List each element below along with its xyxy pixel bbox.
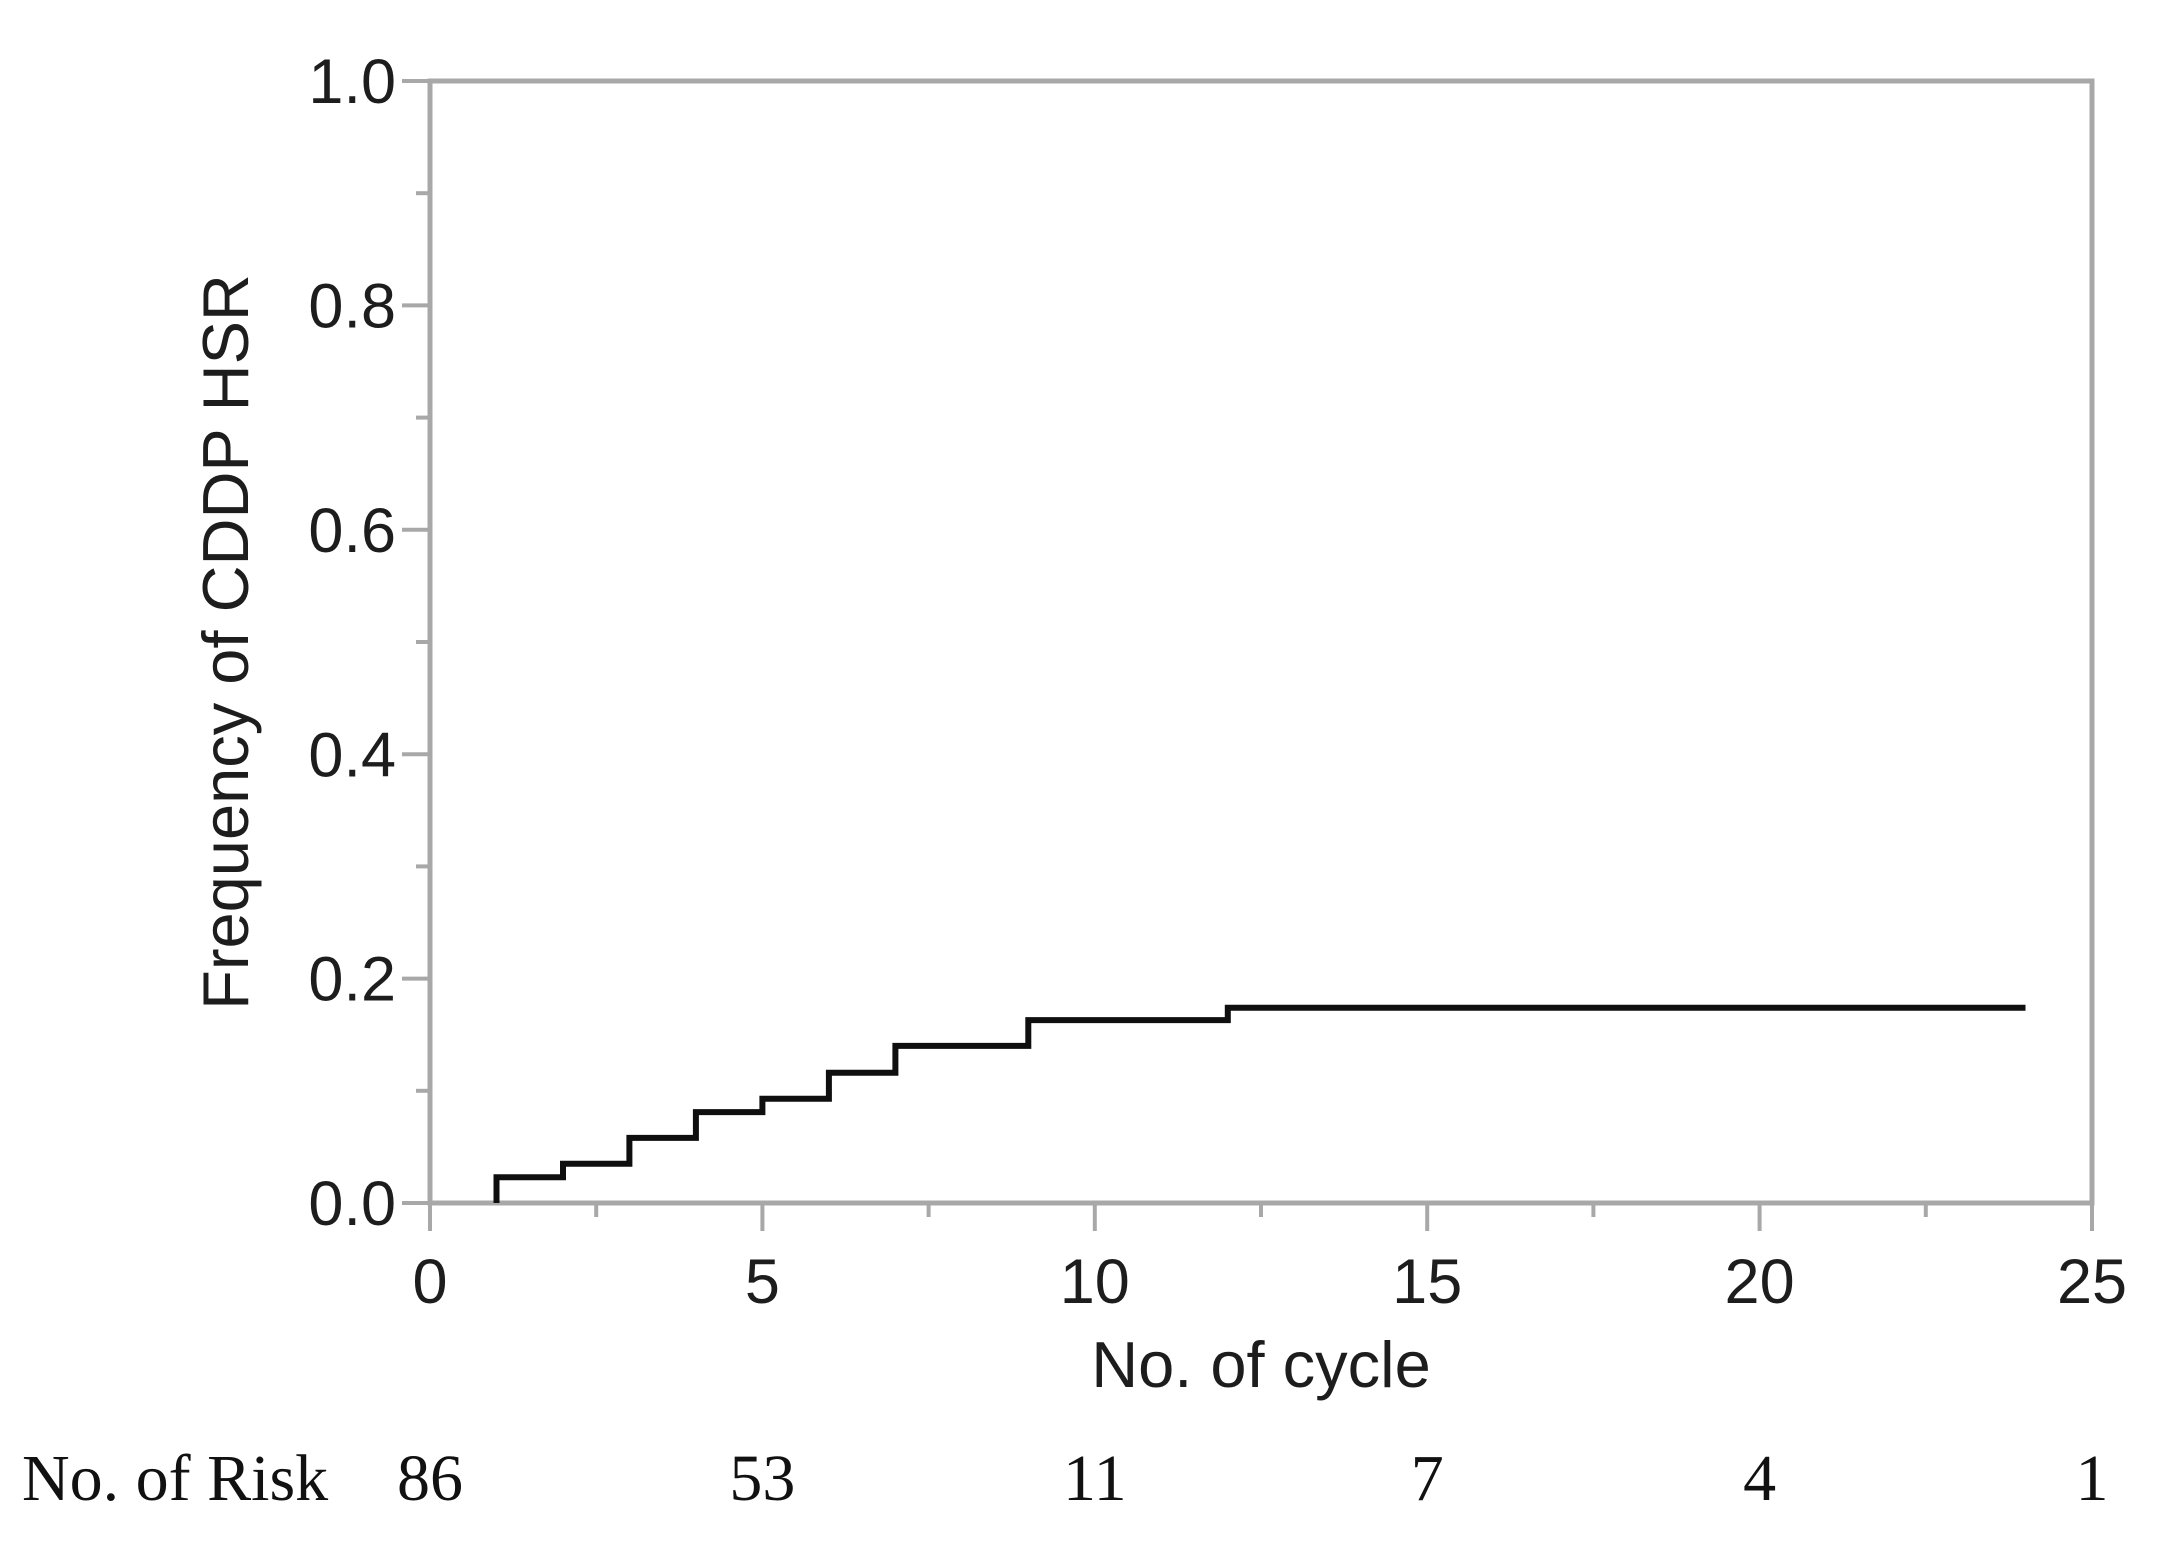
y-tick-label: 0.4 — [308, 720, 396, 790]
risk-count: 11 — [1063, 1442, 1127, 1515]
plot-frame — [427, 78, 2095, 1206]
risk-table-label: No. of Risk — [22, 1442, 328, 1515]
x-tick-label: 25 — [2057, 1247, 2127, 1317]
x-tick-label: 0 — [412, 1247, 447, 1317]
risk-count: 1 — [2076, 1442, 2109, 1515]
plot-border — [427, 78, 2095, 1206]
x-tick-label: 15 — [1392, 1247, 1462, 1317]
tick-labels: 0 5 10 15 20 25 0.0 0.2 0.4 0.6 0.8 1.0 — [308, 47, 2127, 1317]
y-tick-label: 1.0 — [308, 47, 396, 117]
y-tick-label: 0.2 — [308, 945, 396, 1015]
risk-count: 7 — [1411, 1442, 1444, 1515]
x-axis-title: No. of cycle — [1091, 1328, 1431, 1401]
risk-count: 53 — [729, 1442, 795, 1515]
risk-table-row: No. of Risk 86 53 11 7 4 1 — [22, 1442, 2109, 1515]
y-tick-label: 0.0 — [308, 1169, 396, 1239]
x-tick-label: 10 — [1060, 1247, 1130, 1317]
axis-ticks — [402, 79, 2094, 1231]
y-tick-label: 0.8 — [308, 271, 396, 341]
y-axis-title: Frequency of CDDP HSR — [189, 274, 262, 1010]
step-line-series — [493, 1004, 2026, 1203]
risk-count: 4 — [1743, 1442, 1776, 1515]
x-tick-label: 5 — [745, 1247, 780, 1317]
risk-count: 86 — [397, 1442, 463, 1515]
x-tick-label: 20 — [1725, 1247, 1795, 1317]
y-tick-label: 0.6 — [308, 496, 396, 566]
